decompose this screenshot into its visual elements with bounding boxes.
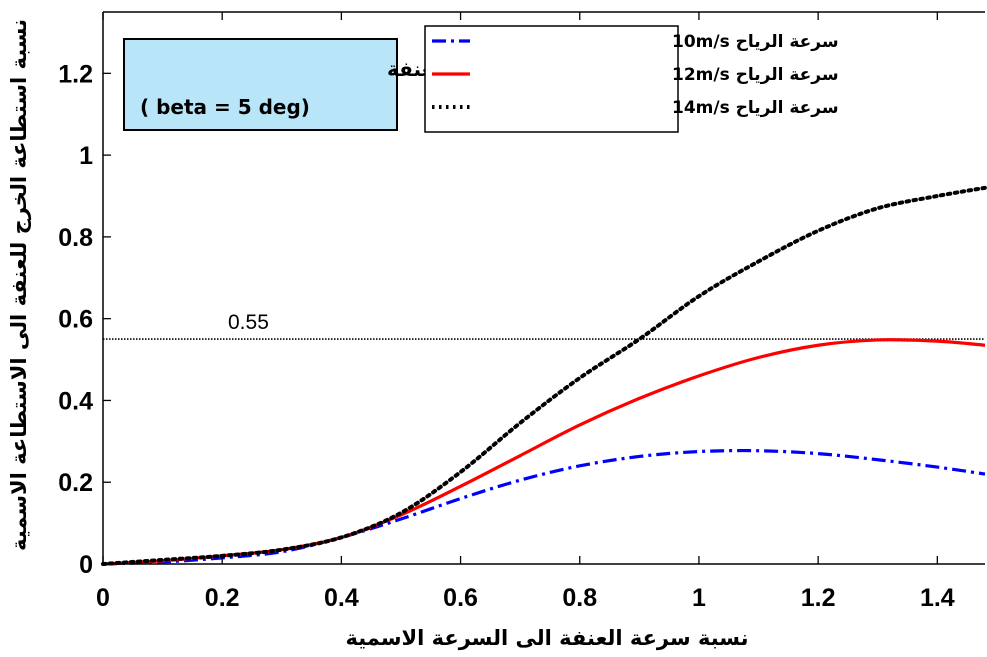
y-tick-label: 1.2 xyxy=(58,60,93,88)
y-tick-label: 1 xyxy=(79,142,93,170)
x-tick-label: 0.2 xyxy=(205,584,240,612)
series-line-1 xyxy=(102,448,986,566)
y-tick-label: 0.4 xyxy=(58,387,93,415)
series-group xyxy=(101,185,987,566)
y-tick-label: 0 xyxy=(79,551,93,579)
annotation-background xyxy=(123,38,398,131)
x-tick-label: 0.6 xyxy=(443,584,478,612)
x-tick-label: 1.2 xyxy=(801,584,836,612)
reference-line-label: 0.55 xyxy=(228,311,269,334)
legend-label-2: سرعة الرياح 12m/s xyxy=(672,65,839,85)
y-tick-label: 0.6 xyxy=(58,306,93,334)
y-tick-label: 0.2 xyxy=(58,469,93,497)
series-line-3 xyxy=(101,185,987,566)
legend-label-3: سرعة الرياح 14m/s xyxy=(672,98,839,118)
axes-group xyxy=(102,11,985,565)
x-axis-title: نسبة سرعة العنفة الى السرعة الاسمية xyxy=(345,626,748,650)
reference-line-group: 0.55 xyxy=(103,311,985,340)
x-tick-label: 1.4 xyxy=(920,584,955,612)
x-tick-label: 0.4 xyxy=(324,584,359,612)
legend-label-1: سرعة الرياح 10m/s xyxy=(672,32,839,52)
x-tick-label: 1 xyxy=(692,584,706,612)
legend: سرعة الرياح 10m/s سرعة الرياح 12m/s سرعة ا… xyxy=(424,25,839,133)
annotation-line-2: ( beta = 5 deg) xyxy=(140,95,310,119)
y-axis-title: نسبة استطاعة الخرج للعنفة الى الاستطاعة … xyxy=(7,19,32,551)
x-tick-label: 0 xyxy=(96,584,110,612)
legend-box xyxy=(424,25,679,133)
x-tick-label: 0.8 xyxy=(562,584,597,612)
tick-labels-group: 0 0.2 0.4 0.6 0.8 1 1.2 1.4 0 0.2 0.4 0.6 0.8 1 1.2 xyxy=(58,60,955,612)
y-tick-label: 0.8 xyxy=(58,224,93,252)
